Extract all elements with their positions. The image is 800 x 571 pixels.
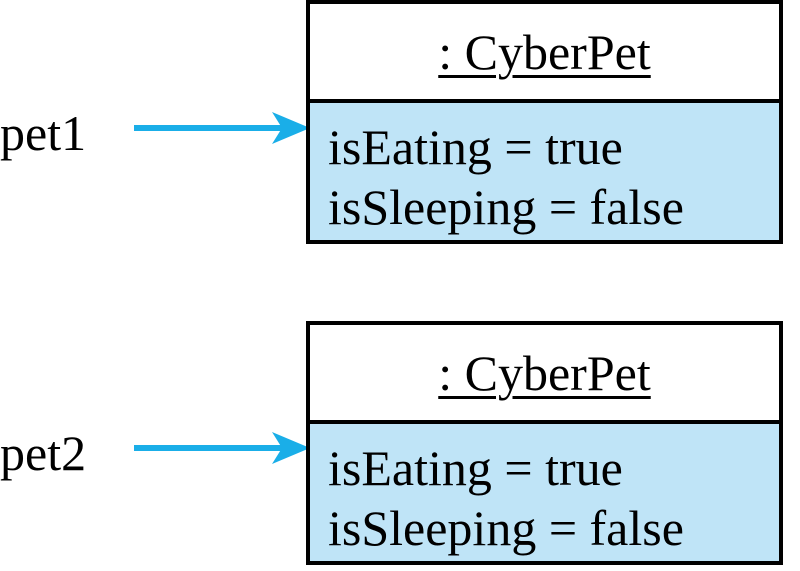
- attribute-is-sleeping: isSleeping = false: [328, 500, 684, 556]
- object-title: : CyberPet: [310, 4, 779, 103]
- variable-label-pet2: pet2: [0, 425, 87, 481]
- object-attributes: isEating = true isSleeping = false: [310, 103, 779, 240]
- object-box-pet2: : CyberPet isEating = true isSleeping = …: [306, 321, 783, 565]
- attribute-is-sleeping: isSleeping = false: [328, 179, 684, 235]
- object-title: : CyberPet: [310, 325, 779, 424]
- attribute-is-eating: isEating = true: [328, 119, 623, 175]
- reference-arrow-icon: [134, 112, 310, 144]
- attribute-is-eating: isEating = true: [328, 440, 623, 496]
- variable-label-pet1: pet1: [0, 105, 87, 161]
- object-attributes: isEating = true isSleeping = false: [310, 424, 779, 561]
- reference-arrow-icon: [134, 432, 310, 464]
- object-box-pet1: : CyberPet isEating = true isSleeping = …: [306, 0, 783, 244]
